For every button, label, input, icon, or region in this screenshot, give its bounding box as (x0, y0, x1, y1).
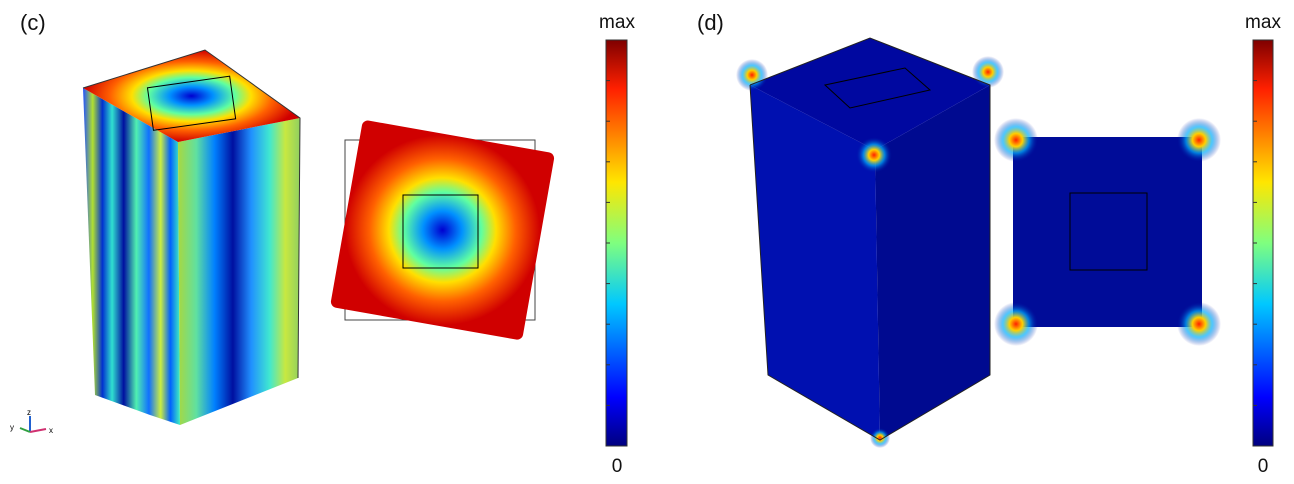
prism-face (83, 88, 180, 425)
colorbar-label: 0 (1258, 456, 1269, 477)
hotspot (1177, 302, 1221, 346)
prism-face (178, 118, 300, 425)
panel-label: (c) (20, 10, 46, 35)
hotspot (1177, 118, 1221, 162)
hotspot (972, 56, 1004, 88)
axis-label: y (10, 423, 14, 432)
square-c (330, 120, 555, 341)
figure: (c) z y x max 0 (d) max 0 (0, 0, 1294, 479)
hotspot (994, 302, 1038, 346)
axis-triad: z y x (10, 408, 53, 435)
square-face (1013, 137, 1202, 327)
hotspot (994, 118, 1038, 162)
hotspot (870, 428, 890, 448)
colorbar-label: max (599, 12, 635, 33)
axis-label: z (27, 408, 31, 417)
axis-label: x (49, 426, 53, 435)
prism-d (736, 38, 1004, 448)
hotspot (736, 59, 768, 91)
square-d (994, 118, 1221, 346)
axis (20, 428, 30, 432)
colorbar-label: 0 (612, 456, 623, 477)
axis (30, 429, 46, 432)
panel-label: (d) (697, 10, 724, 35)
colorbar-label: max (1245, 12, 1281, 33)
square-face (330, 120, 555, 341)
hotspot (856, 137, 892, 173)
prism-c (83, 50, 300, 425)
